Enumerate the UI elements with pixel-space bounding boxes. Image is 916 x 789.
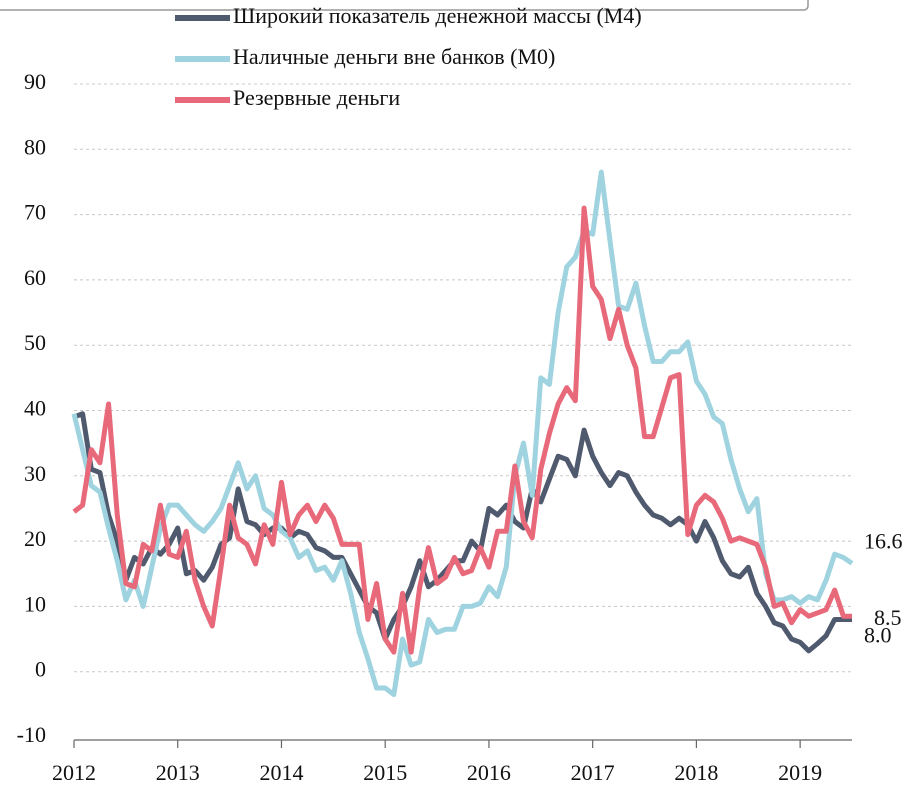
y-tick-label: 20 [24, 526, 46, 551]
x-tick-label: 2012 [52, 760, 96, 785]
y-tick-label: 50 [24, 330, 46, 355]
legend-box [0, 0, 809, 11]
x-tick-label: 2017 [571, 760, 615, 785]
y-tick-label: 80 [24, 134, 46, 159]
x-tick-label: 2018 [674, 760, 718, 785]
y-tick-label: 40 [24, 396, 46, 421]
y-tick-label: 10 [24, 591, 46, 616]
x-tick-label: 2014 [259, 760, 303, 785]
x-tick-label: 2013 [156, 760, 200, 785]
legend-label: Наличные деньги вне банков (M0) [233, 44, 555, 69]
x-tick-label: 2015 [363, 760, 407, 785]
y-tick-label: 0 [35, 657, 46, 682]
end-value-label: 16.6 [864, 528, 903, 553]
y-tick-label: 90 [24, 69, 46, 94]
x-tick-label: 2016 [467, 760, 511, 785]
series-line [72, 205, 852, 655]
x-tick-label: 2019 [778, 760, 822, 785]
end-value-label: 8.5 [874, 605, 902, 630]
y-tick-label: -10 [17, 722, 46, 747]
series-line [71, 169, 854, 698]
legend-label: Широкий показатель денежной массы (M4) [233, 3, 642, 28]
y-tick-label: 60 [24, 265, 46, 290]
end-value-label: 8.0 [864, 623, 892, 648]
y-tick-label: 70 [24, 200, 46, 225]
y-tick-label: 30 [24, 461, 46, 486]
series-line [73, 411, 852, 654]
legend-label: Резервные деньги [233, 85, 400, 110]
